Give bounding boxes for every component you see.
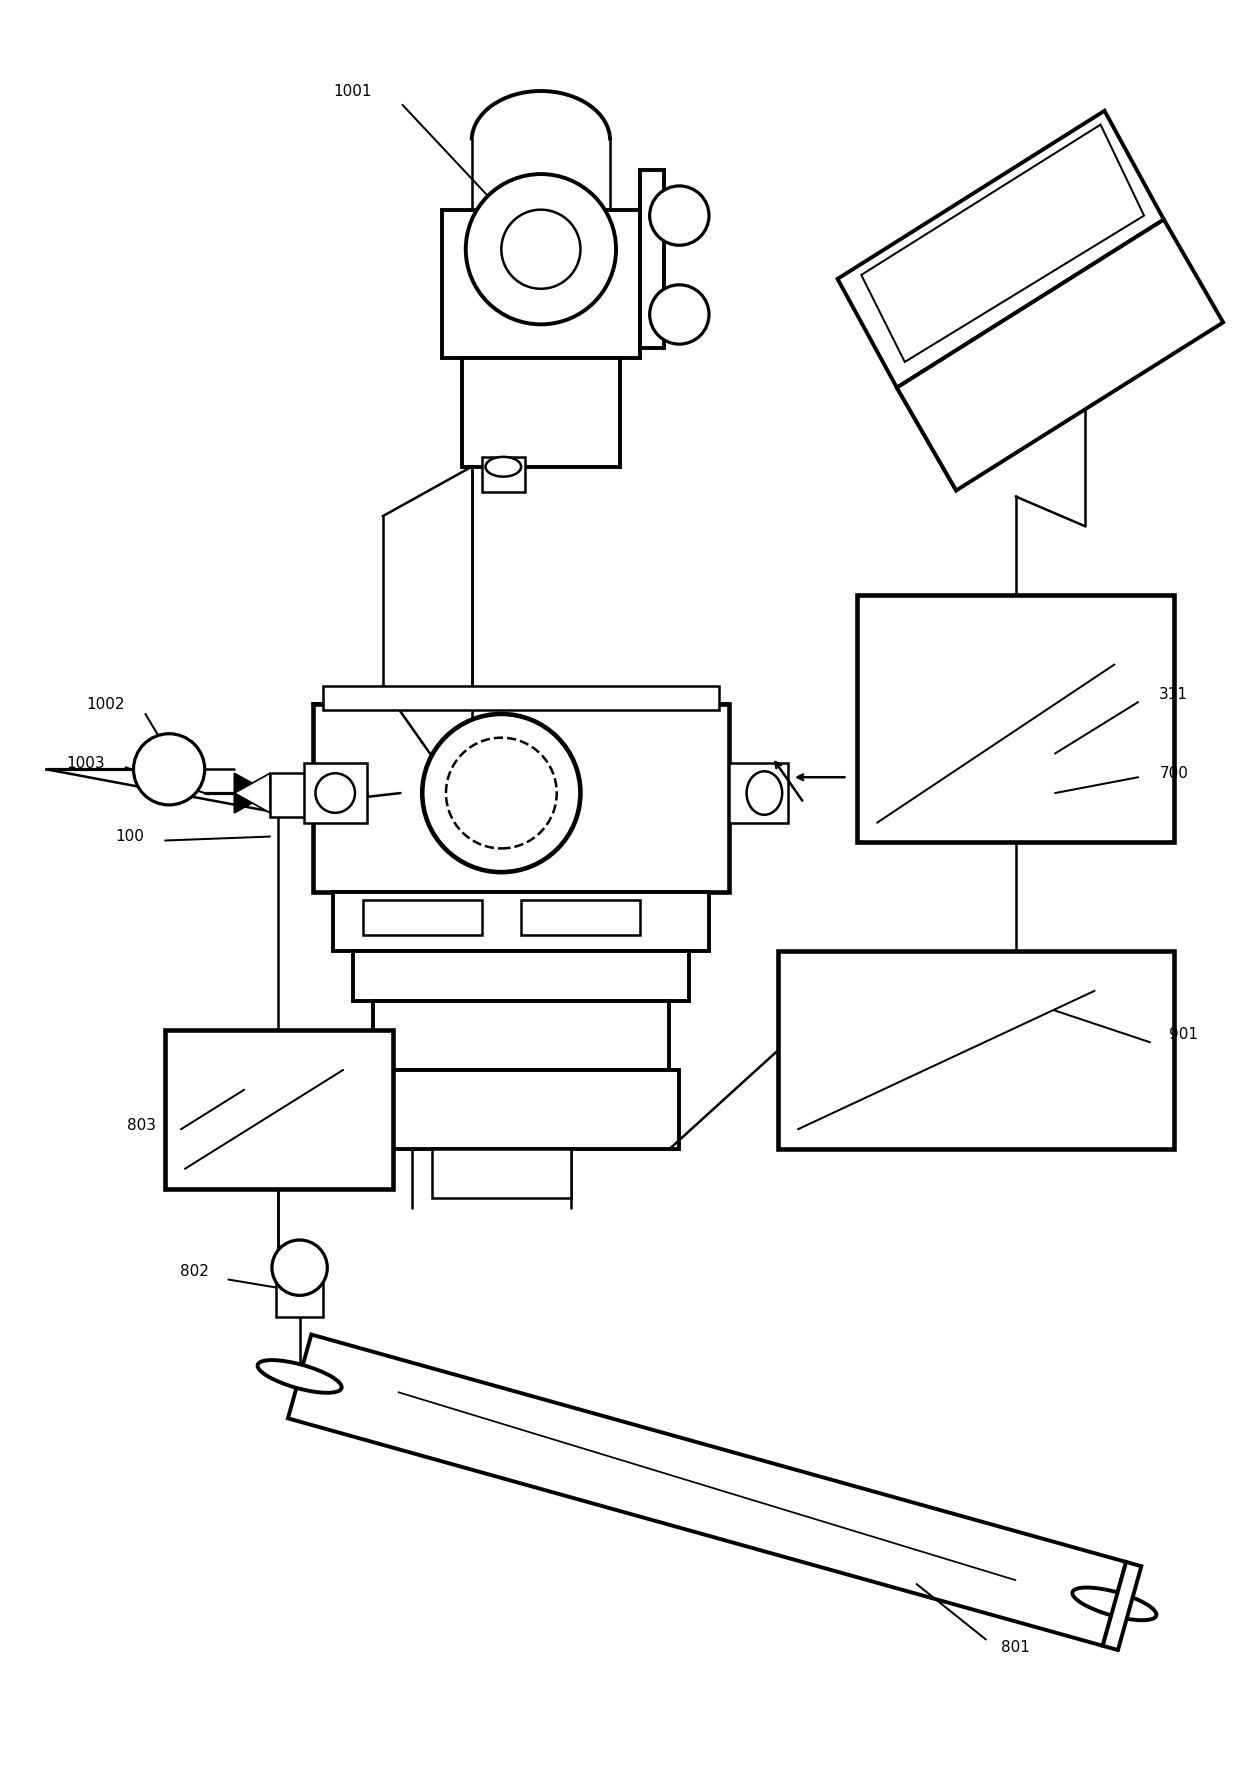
Text: 100: 100: [115, 829, 144, 843]
Bar: [270, 773, 314, 817]
Bar: [729, 764, 789, 822]
Polygon shape: [234, 773, 270, 813]
Bar: [441, 209, 640, 358]
Bar: [353, 952, 689, 1001]
Bar: [343, 1070, 680, 1148]
Bar: [521, 900, 640, 936]
Text: 802: 802: [180, 1263, 210, 1279]
Polygon shape: [1102, 1561, 1141, 1650]
Polygon shape: [234, 773, 270, 813]
Polygon shape: [288, 1334, 1126, 1646]
Ellipse shape: [1073, 1588, 1157, 1620]
Polygon shape: [897, 220, 1223, 491]
Bar: [640, 170, 663, 347]
Polygon shape: [837, 112, 1164, 388]
Bar: [481, 457, 525, 493]
Bar: [461, 358, 620, 466]
Bar: [275, 1278, 324, 1317]
Ellipse shape: [746, 771, 782, 815]
Circle shape: [134, 734, 205, 804]
Text: 311: 311: [1159, 688, 1188, 702]
Text: 1003: 1003: [67, 757, 105, 771]
Bar: [857, 595, 1174, 842]
Circle shape: [650, 285, 709, 344]
Text: 901: 901: [1169, 1026, 1198, 1042]
Circle shape: [650, 186, 709, 245]
Bar: [432, 1148, 570, 1198]
Bar: [304, 764, 367, 822]
Bar: [324, 686, 719, 711]
Text: 1001: 1001: [334, 83, 372, 99]
Bar: [363, 900, 481, 936]
Bar: [373, 1001, 670, 1070]
Polygon shape: [862, 124, 1145, 361]
Circle shape: [501, 209, 580, 289]
Bar: [314, 703, 729, 891]
Circle shape: [446, 737, 557, 849]
Bar: [334, 891, 709, 952]
Circle shape: [423, 714, 580, 872]
Circle shape: [315, 773, 355, 813]
Circle shape: [272, 1240, 327, 1295]
Ellipse shape: [258, 1361, 342, 1393]
Circle shape: [466, 174, 616, 324]
Text: 801: 801: [1001, 1639, 1030, 1655]
Ellipse shape: [486, 457, 521, 477]
Bar: [779, 952, 1174, 1148]
Bar: [165, 1030, 393, 1189]
Text: 700: 700: [1159, 766, 1188, 781]
Text: 803: 803: [126, 1118, 156, 1132]
Text: 1002: 1002: [87, 696, 125, 712]
